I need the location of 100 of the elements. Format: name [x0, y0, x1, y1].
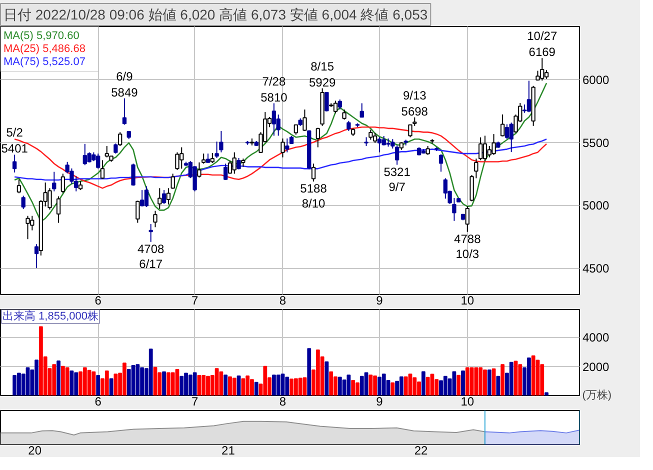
candlestick — [509, 122, 514, 153]
bar — [360, 376, 364, 396]
x-tick-label: 22 — [414, 444, 428, 458]
bar — [202, 375, 206, 396]
x-tick-label: 6 — [94, 394, 102, 408]
bar — [465, 367, 470, 396]
candlestick — [228, 160, 232, 174]
bar — [421, 371, 426, 396]
bar — [131, 364, 136, 396]
candlestick — [478, 136, 483, 161]
y-tick-label: 6000 — [582, 72, 610, 87]
bar — [104, 370, 109, 396]
candlestick — [144, 186, 149, 208]
candlestick — [526, 80, 532, 113]
candlestick — [311, 163, 316, 182]
bar — [351, 380, 356, 396]
bar — [276, 374, 280, 396]
bar — [65, 367, 70, 396]
bar — [531, 355, 536, 396]
annotation: 6/9 5849 — [111, 69, 138, 100]
x-tick-label: 7 — [191, 294, 198, 308]
annotation: 5188 8/10 — [300, 182, 328, 211]
bar — [346, 374, 351, 396]
bar — [452, 371, 456, 396]
chart-title: 日付 2022/10/28 09:06 始値 6,020 高値 6,073 安値 6,004 終値 6,053 — [4, 6, 428, 22]
candlestick — [482, 135, 488, 162]
candlestick — [100, 160, 105, 180]
text: MA(75) 5,525.07 — [4, 56, 86, 68]
y-axis-title: (万株) — [582, 388, 612, 402]
candlestick — [131, 163, 136, 186]
bar — [254, 382, 258, 396]
bar — [70, 370, 74, 396]
candlestick — [210, 152, 214, 164]
candlestick — [52, 171, 56, 192]
bar — [307, 348, 312, 396]
bar — [544, 392, 548, 396]
bar — [285, 376, 290, 396]
bar — [536, 360, 540, 396]
candlestick — [16, 178, 22, 194]
bar — [408, 374, 412, 396]
bar — [219, 371, 224, 396]
candlestick — [175, 152, 180, 170]
bar — [338, 376, 342, 396]
candlestick — [280, 138, 285, 158]
candlestick — [302, 109, 307, 132]
annotation: 出来高 1,855,000株 — [2, 310, 98, 322]
x-tick-label: 6 — [94, 294, 102, 308]
candlestick — [276, 114, 280, 136]
candlestick — [136, 200, 140, 224]
candlestick — [492, 134, 496, 156]
annotation: 10/27 6169 — [527, 29, 558, 60]
bar — [236, 375, 241, 396]
candlestick — [236, 157, 241, 170]
annotation: 4708 6/17 — [138, 242, 165, 271]
bar — [180, 376, 184, 396]
annotation: 7/28 5810 — [260, 74, 288, 104]
text: MA(5) 5,970.60 — [4, 30, 80, 42]
candlestick — [372, 132, 378, 144]
text: MA(25) 5,486.68 — [4, 43, 86, 55]
candlestick — [197, 162, 202, 178]
bar — [509, 362, 514, 396]
bar — [461, 370, 465, 396]
bar — [56, 360, 60, 396]
candlestick — [294, 124, 298, 136]
y-tick-label: 2000 — [582, 360, 610, 374]
bar — [52, 364, 56, 396]
candlestick — [338, 98, 342, 110]
annotation: 4788 10/3 — [454, 232, 482, 261]
bar — [298, 378, 302, 396]
bar — [192, 372, 197, 396]
y-tick-label: 4000 — [582, 330, 610, 345]
candlestick — [324, 91, 329, 112]
bar — [324, 361, 329, 396]
bar — [412, 377, 417, 396]
bar — [87, 370, 92, 396]
x-tick-label: 8 — [279, 394, 286, 408]
candlestick — [500, 114, 505, 137]
bar — [518, 364, 522, 396]
bar — [148, 348, 153, 396]
candlestick — [316, 127, 320, 148]
bar — [241, 378, 246, 396]
candlestick — [438, 154, 444, 172]
candlestick — [162, 190, 166, 204]
bar — [280, 374, 285, 396]
y-tick-label: 5500 — [582, 136, 610, 150]
bar — [197, 375, 202, 396]
bar — [426, 376, 430, 396]
bar — [430, 374, 434, 396]
bar — [162, 371, 166, 396]
x-tick-label: 9 — [376, 394, 384, 408]
candlestick — [148, 224, 153, 242]
bar — [399, 376, 404, 396]
candlestick — [56, 196, 61, 224]
candlestick — [224, 163, 228, 180]
x-tick-label: 8 — [279, 294, 286, 308]
bar — [302, 377, 307, 396]
bar — [136, 364, 140, 396]
bar — [487, 369, 492, 396]
bar — [470, 367, 474, 396]
bar — [232, 378, 236, 396]
